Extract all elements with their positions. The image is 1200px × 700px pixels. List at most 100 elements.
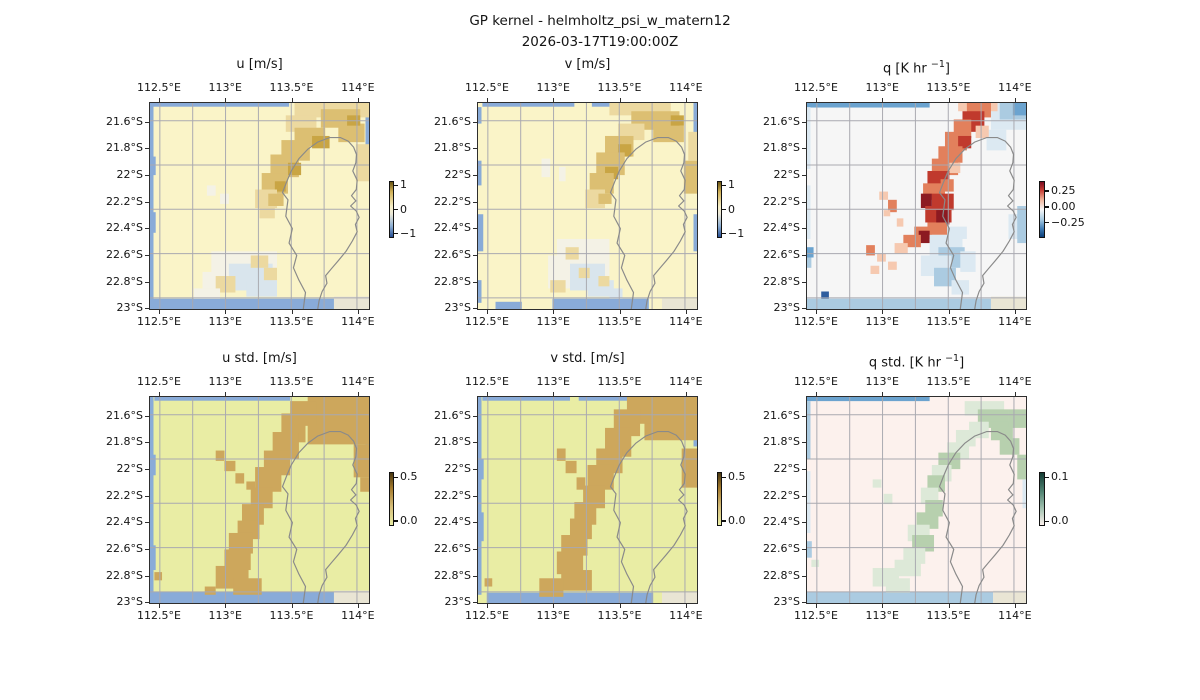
x-tick-mark	[357, 98, 359, 102]
y-tick-mark	[802, 147, 806, 149]
y-tick-mark	[473, 227, 477, 229]
x-tick-label-bottom: 114°E	[669, 315, 703, 328]
x-tick-mark	[553, 98, 555, 102]
y-tick-mark	[802, 174, 806, 176]
colorbar-q	[1039, 181, 1045, 238]
y-tick-label: 23°S	[444, 594, 471, 608]
x-tick-mark	[1014, 310, 1016, 314]
x-tick-label-bottom: 114°E	[998, 609, 1032, 622]
panel-v_std-heatmap	[478, 397, 697, 603]
panel-q_std-map	[806, 396, 1027, 604]
y-tick-mark	[802, 601, 806, 603]
y-tick-label: 22°S	[444, 167, 471, 181]
x-tick-label-bottom: 112.5°E	[464, 609, 509, 622]
x-tick-label-bottom: 112.5°E	[136, 315, 181, 328]
x-tick-mark	[291, 392, 293, 396]
panel-v-map	[477, 102, 698, 310]
x-tick-mark	[291, 604, 293, 608]
colorbar-tick-label: 0.5	[728, 470, 746, 484]
y-tick-mark	[802, 415, 806, 417]
y-tick-mark	[473, 548, 477, 550]
y-tick-label: 21.6°S	[106, 114, 143, 128]
colorbar-tick-label: 0.5	[400, 470, 418, 484]
y-tick-label: 23°S	[444, 300, 471, 314]
panel-v-title: v [m/s]	[477, 57, 698, 73]
y-tick-mark	[145, 415, 149, 417]
panel-title-text: v [m/s]	[564, 57, 611, 72]
x-tick-mark	[158, 392, 160, 396]
x-tick-label-bottom: 113.5°E	[269, 609, 314, 622]
x-tick-label-bottom: 112.5°E	[793, 609, 838, 622]
x-tick-mark	[486, 310, 488, 314]
y-tick-mark	[145, 521, 149, 523]
x-tick-label-top: 113°E	[865, 375, 899, 388]
y-tick-label: 22.4°S	[434, 220, 471, 234]
y-tick-mark	[802, 254, 806, 256]
x-tick-label-top: 114°E	[341, 375, 375, 388]
panel-q_std-title: q std. [K hr −1]	[806, 351, 1027, 371]
x-tick-mark	[948, 98, 950, 102]
x-tick-label-bottom: 113°E	[536, 315, 570, 328]
panel-v_std-map	[477, 396, 698, 604]
x-tick-mark	[815, 310, 817, 314]
panel-title-superscript: −1	[945, 353, 960, 364]
panel-q-title: q [K hr −1]	[806, 57, 1027, 77]
y-tick-mark	[473, 174, 477, 176]
x-tick-label-top: 113.5°E	[597, 375, 642, 388]
y-tick-mark	[802, 575, 806, 577]
x-tick-label-bottom: 113.5°E	[597, 609, 642, 622]
x-tick-label-top: 113.5°E	[269, 375, 314, 388]
y-tick-label: 21.6°S	[763, 408, 800, 422]
colorbar-tick-label: −1	[728, 226, 745, 240]
colorbar-tick-mark	[394, 233, 398, 235]
x-tick-label-bottom: 113.5°E	[926, 315, 971, 328]
x-tick-label-bottom: 114°E	[669, 609, 703, 622]
x-tick-mark	[685, 310, 687, 314]
panel-title-text: q std. [K hr	[868, 355, 946, 371]
x-tick-mark	[553, 392, 555, 396]
y-tick-mark	[145, 601, 149, 603]
colorbar-v_std	[717, 472, 722, 526]
x-tick-mark	[1014, 392, 1016, 396]
y-tick-label: 22°S	[773, 461, 800, 475]
x-tick-mark	[158, 310, 160, 314]
y-tick-mark	[145, 227, 149, 229]
panel-q-heatmap	[807, 103, 1026, 309]
y-tick-label: 21.8°S	[434, 434, 471, 448]
panel-u-heatmap	[150, 103, 369, 309]
x-tick-label-bottom: 112.5°E	[136, 609, 181, 622]
colorbar-tick-mark	[722, 209, 726, 211]
y-tick-label: 22.6°S	[434, 247, 471, 261]
panel-q_std-heatmap	[807, 397, 1026, 603]
colorbar-tick-mark	[722, 476, 726, 478]
y-tick-mark	[802, 548, 806, 550]
colorbar-tick-label: 0.00	[1051, 199, 1076, 213]
y-tick-mark	[145, 441, 149, 443]
y-tick-mark	[802, 281, 806, 283]
y-tick-mark	[802, 201, 806, 203]
y-tick-label: 21.6°S	[763, 114, 800, 128]
y-tick-label: 21.6°S	[434, 114, 471, 128]
y-tick-mark	[473, 441, 477, 443]
panel-v_std-title: v std. [m/s]	[477, 351, 698, 367]
x-tick-label-top: 112.5°E	[464, 81, 509, 94]
y-tick-label: 22.8°S	[106, 568, 143, 582]
x-tick-mark	[225, 604, 227, 608]
y-tick-mark	[473, 147, 477, 149]
y-tick-label: 22.8°S	[763, 568, 800, 582]
x-tick-mark	[1014, 98, 1016, 102]
panel-title-text: v std. [m/s]	[550, 351, 625, 366]
y-tick-label: 22.4°S	[106, 514, 143, 528]
x-tick-mark	[948, 310, 950, 314]
x-tick-mark	[225, 98, 227, 102]
x-tick-label-bottom: 113°E	[865, 609, 899, 622]
y-tick-label: 22.2°S	[434, 488, 471, 502]
panel-title-text: q [K hr	[883, 61, 931, 77]
x-tick-label-bottom: 113°E	[208, 609, 242, 622]
colorbar-tick-mark	[1045, 206, 1049, 208]
y-tick-label: 22.8°S	[434, 568, 471, 582]
colorbar-v	[717, 181, 722, 238]
x-tick-label-top: 114°E	[998, 375, 1032, 388]
colorbar-tick-mark	[722, 520, 726, 522]
y-tick-label: 23°S	[773, 594, 800, 608]
